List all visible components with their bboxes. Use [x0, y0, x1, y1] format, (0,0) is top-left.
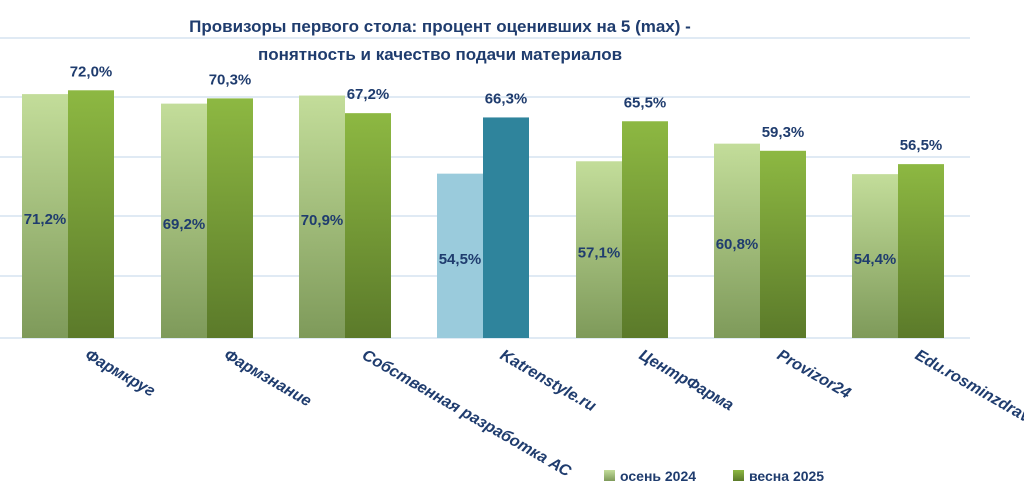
bar-весна 2025 [483, 117, 529, 338]
chart-title-line-2: понятность и качество подачи материалов [258, 45, 622, 64]
value-labels: 71,2% 72,0% 69,2% 70,3% 70,9% 67,2% 54,5% 66,3%… [24, 63, 943, 268]
category-label: Фармзнание [221, 347, 314, 411]
value-label-series1: 70,9% [301, 212, 344, 229]
bar-весна 2025 [898, 164, 944, 338]
value-label-series1: 54,4% [854, 251, 897, 268]
bar-весна 2025 [345, 113, 391, 338]
category-labels: Фармкруг Фармзнание Собственная разработка… [82, 347, 1024, 481]
bar-осень 2024 [852, 174, 898, 338]
legend: осень 2024 весна 2025 [604, 468, 824, 484]
legend-label-series1: осень 2024 [620, 468, 696, 484]
value-label-series2: 67,2% [347, 86, 390, 103]
bar-осень 2024 [22, 94, 68, 338]
bar-весна 2025 [68, 90, 114, 338]
value-label-series2: 72,0% [70, 63, 113, 80]
bar-весна 2025 [207, 98, 253, 338]
value-label-series2: 59,3% [762, 124, 805, 141]
chart-title-line-1: Провизоры первого стола: процент оценивш… [189, 17, 691, 36]
category-label: Provizor24 [774, 347, 853, 403]
legend-swatch-series1 [604, 470, 615, 481]
bar-осень 2024 [714, 143, 760, 338]
bar-весна 2025 [622, 121, 668, 338]
value-label-series2: 66,3% [485, 90, 528, 107]
value-label-series1: 69,2% [163, 216, 206, 233]
legend-label-series2: весна 2025 [749, 468, 824, 484]
bar-весна 2025 [760, 150, 806, 338]
value-label-series2: 56,5% [900, 137, 943, 154]
bars [22, 90, 944, 338]
bar-осень 2024 [576, 161, 622, 338]
category-label: Katrenstyle.ru [497, 347, 599, 416]
value-label-series1: 71,2% [24, 211, 67, 228]
value-label-series2: 65,5% [624, 94, 667, 111]
legend-swatch-series2 [733, 470, 744, 481]
bar-осень 2024 [437, 173, 483, 338]
category-label: ЦентрФарма [636, 347, 736, 415]
value-label-series1: 57,1% [578, 245, 621, 262]
value-label-series2: 70,3% [209, 71, 252, 88]
category-label: Фармкруг [82, 347, 158, 401]
category-label: Edu.rosminzdrav [912, 347, 1024, 427]
bar-осень 2024 [299, 95, 345, 338]
value-label-series1: 54,5% [439, 251, 482, 268]
bar-осень 2024 [161, 103, 207, 338]
value-label-series1: 60,8% [716, 236, 759, 253]
